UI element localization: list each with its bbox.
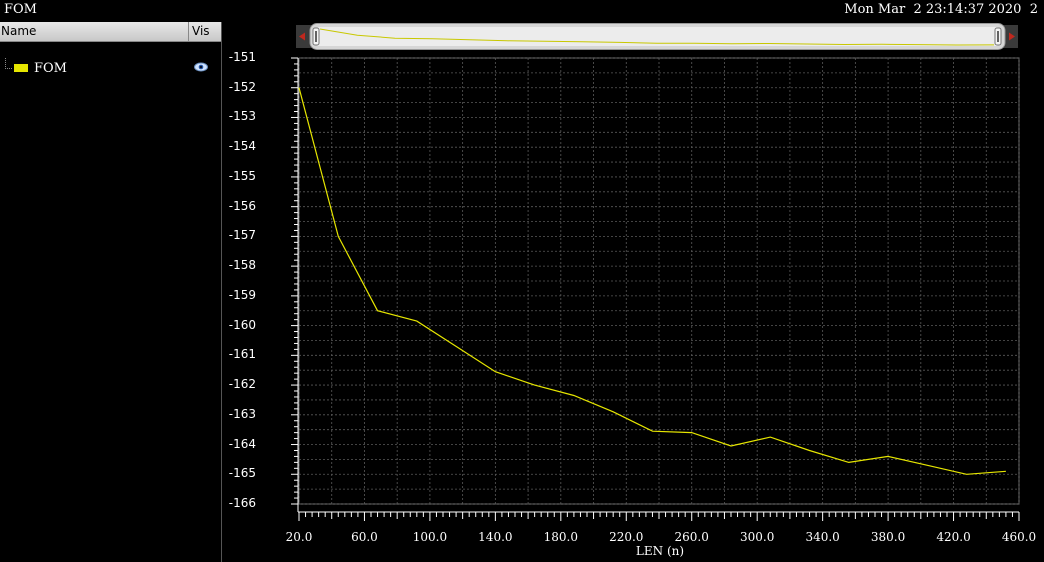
timestamp: Mon Mar 2 23:14:37 2020 2	[844, 2, 1038, 17]
y-tick-label: -164	[228, 436, 256, 451]
overview-scrollbar[interactable]	[296, 23, 1018, 50]
scroll-left-arrow-icon[interactable]	[299, 32, 305, 41]
y-tick-label: -156	[228, 198, 256, 213]
y-tick-label: -166	[228, 496, 256, 510]
x-tick-label: 60.0	[351, 530, 378, 544]
tree-connector	[5, 58, 12, 69]
y-tick-label: -154	[228, 139, 256, 154]
signal-label: FOM	[34, 61, 67, 76]
y-tick-label: -165	[228, 466, 256, 481]
y-tick-label: -153	[228, 109, 256, 124]
column-header-vis[interactable]: Vis	[188, 22, 210, 41]
y-tick-label: -151	[228, 50, 256, 64]
y-tick-label: -159	[228, 287, 256, 302]
signal-row-fom[interactable]: FOM	[0, 58, 221, 78]
y-tick-label: -158	[228, 258, 256, 273]
x-tick-label: 460.0	[1001, 530, 1037, 544]
x-tick-label: 260.0	[674, 530, 709, 544]
signal-panel: Name Vis FOM	[0, 22, 222, 562]
x-tick-label: 420.0	[936, 530, 971, 544]
window-title: FOM	[4, 2, 37, 17]
signal-list-header: Name Vis	[0, 22, 221, 42]
x-tick-label: 220.0	[609, 530, 644, 544]
chart-grid	[298, 57, 1020, 505]
y-tick-label: -161	[228, 347, 256, 362]
y-tick-label: -157	[228, 228, 256, 243]
series-fom-line	[298, 87, 1006, 475]
column-header-name[interactable]: Name	[1, 24, 37, 38]
overview-series-line	[319, 28, 995, 46]
signal-color-swatch	[14, 64, 28, 72]
scroll-right-arrow-icon[interactable]	[1009, 32, 1015, 41]
y-tick-label: -155	[228, 168, 256, 183]
y-tick-label: -152	[228, 79, 256, 94]
x-tick-label: 180.0	[543, 530, 578, 544]
y-tick-label: -162	[228, 377, 256, 392]
x-tick-label: 340.0	[805, 530, 840, 544]
x-tick-label: 380.0	[870, 530, 906, 544]
x-tick-label: 100.0	[412, 530, 448, 544]
x-tick-label: 20.0	[285, 530, 313, 544]
x-axis-label: LEN (n)	[635, 544, 685, 558]
x-tick-label: 300.0	[739, 530, 775, 544]
chart-axes	[291, 57, 1020, 521]
y-tick-label: -163	[228, 406, 256, 421]
eye-icon[interactable]	[194, 62, 208, 72]
y-tick-label: -160	[228, 317, 256, 332]
x-tick-label: 140.0	[478, 530, 513, 544]
